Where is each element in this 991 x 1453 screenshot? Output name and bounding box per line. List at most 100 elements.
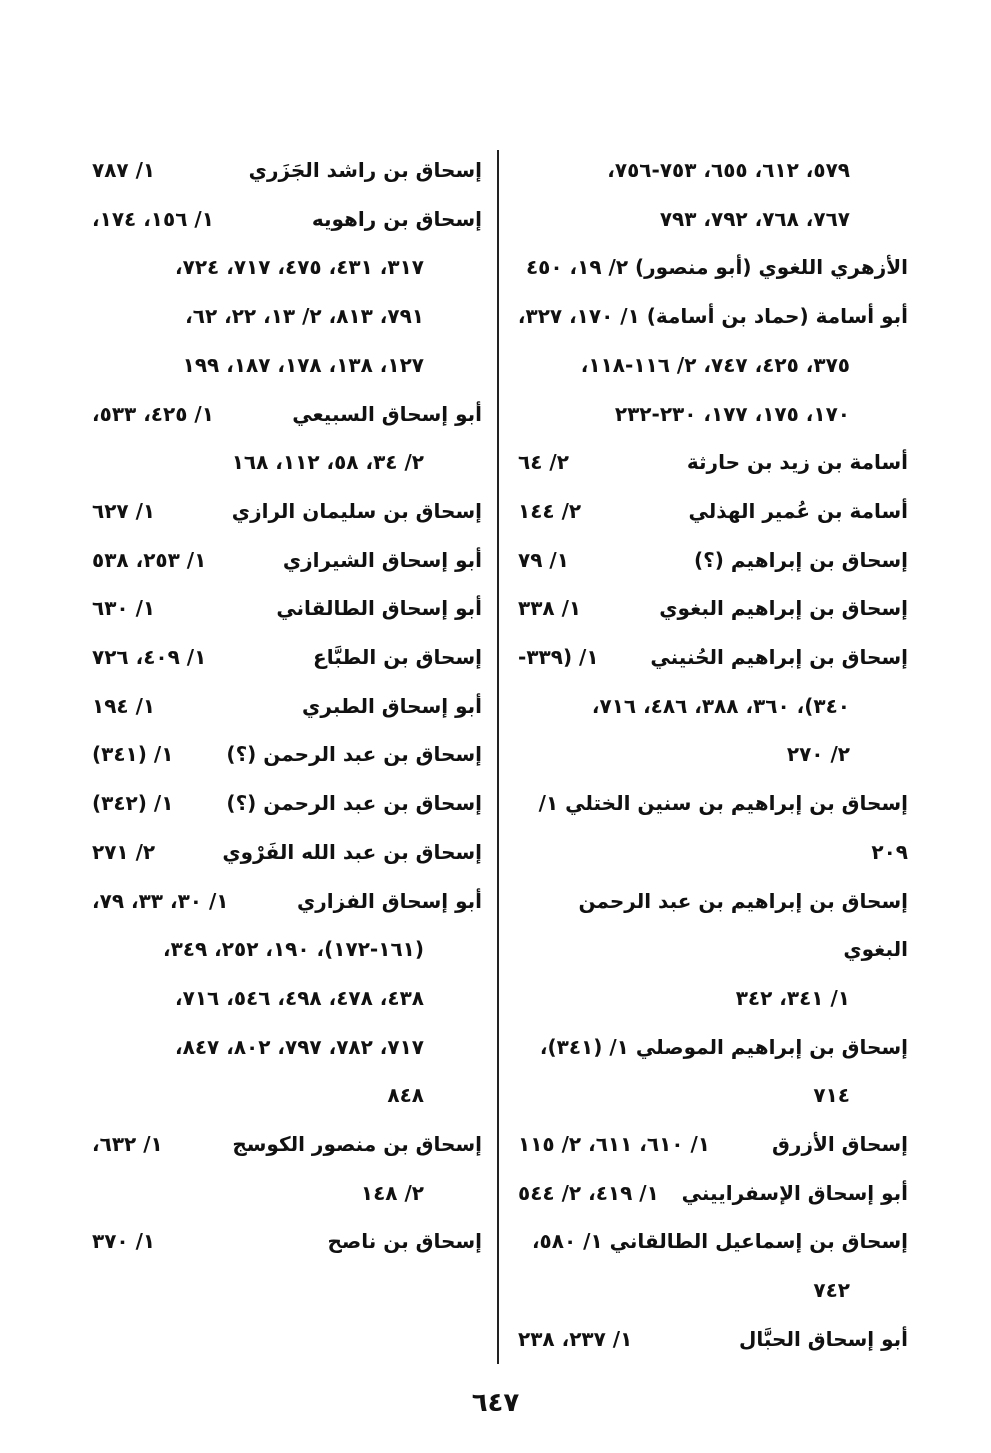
continuation-page-refs: ٣١٧، ٤٣١، ٤٧٥، ٧١٧، ٧٢٤،	[175, 255, 424, 280]
entry-name: إسحاق بن عبد الله الفَرْوي	[222, 839, 482, 864]
index-entry: إسحاق بن منصور الكوسج ١/ ٦٣٢،	[88, 1120, 482, 1169]
entry-continuation: ٧١٧، ٧٨٢، ٧٩٧، ٨٠٢، ٨٤٧،	[88, 1023, 482, 1072]
entry-name: إسحاق بن ناصح	[327, 1229, 482, 1254]
index-column-right: ٥٧٩، ٦١٢، ٦٥٥، ٧٥٣-٧٥٦، ٧٦٧، ٧٦٨، ٧٩٢، ٧٩…	[504, 146, 908, 1364]
entry-text: الأزهري اللغوي (أبو منصور) ٢/ ١٩، ٤٥٠	[525, 255, 908, 280]
continuation-page-refs: ١٧٠، ١٧٥، ١٧٧، ٢٣٠-٢٣٢	[614, 401, 850, 426]
entry-name: إسحاق بن راشد الجَزَري	[248, 158, 482, 182]
entry-page-refs: ٢/ ١٤٤	[518, 498, 582, 523]
index-entry: إسحاق بن إبراهيم الحُنيني ١/ (٣٣٩-	[514, 633, 908, 682]
page-footer: ٦٤٧	[0, 1388, 991, 1418]
continuation-page-refs: ٢/ ٢٧٠	[786, 742, 850, 767]
index-entry: إسحاق بن راهويه ١/ ١٥٦، ١٧٤،	[88, 195, 482, 244]
index-entry: إسحاق بن إبراهيم الموصلي ١/ (٣٤١)،	[514, 1023, 908, 1072]
index-entry: أبو إسحاق السبيعي ١/ ٤٢٥، ٥٣٣،	[88, 390, 482, 439]
index-entry: إسحاق بن إبراهيم بن عبد الرحمن البغوي	[514, 877, 908, 974]
continuation-page-refs: ٧١٧، ٧٨٢، ٧٩٧، ٨٠٢، ٨٤٧،	[175, 1034, 424, 1059]
continuation-page-refs: ٢/ ٣٤، ٥٨، ١١٢، ١٦٨	[231, 450, 424, 475]
continuation-page-refs: ٧٦٧، ٧٦٨، ٧٩٢، ٧٩٣	[659, 206, 850, 231]
entry-continuation: ٥٧٩، ٦١٢، ٦٥٥، ٧٥٣-٧٥٦،	[514, 146, 908, 195]
entry-text: إسحاق بن إبراهيم الموصلي ١/ (٣٤١)،	[539, 1034, 908, 1059]
index-entry: أبو إسحاق الإسفراييني ١/ ٤١٩، ٢/ ٥٤٤	[514, 1169, 908, 1218]
entry-name: أسامة بن عُمير الهذلي	[688, 498, 908, 523]
entry-page-refs: ١/ ٣٣٨	[518, 596, 582, 621]
index-entry: أبو إسحاق الفزاري ١/ ٣٠، ٣٣، ٧٩،	[88, 877, 482, 926]
continuation-page-refs: ٧٩١، ٨١٣، ٢/ ١٣، ٢٢، ٦٢،	[185, 304, 424, 329]
entry-page-refs: ١/ ٦٣٢،	[92, 1132, 163, 1157]
continuation-page-refs: ٤٣٨، ٤٧٨، ٤٩٨، ٥٤٦، ٧١٦،	[175, 985, 424, 1010]
entry-name: أبو إسحاق الحبَّال	[739, 1326, 908, 1351]
entry-name: إسحاق بن إبراهيم (؟)	[694, 547, 908, 572]
entry-text: إسحاق بن إبراهيم بن عبد الرحمن البغوي	[578, 888, 908, 962]
entry-page-refs: ١/ ٤٠٩، ٧٢٦	[92, 645, 207, 670]
entry-continuation: ٣٧٥، ٤٢٥، ٧٤٧، ٢/ ١١٦-١١٨،	[514, 341, 908, 390]
index-entry: أبو إسحاق الطبري ١/ ١٩٤	[88, 682, 482, 731]
continuation-page-refs: ٧٤٢	[813, 1278, 850, 1303]
continuation-page-refs: ٧١٤	[813, 1083, 850, 1108]
index-entry: إسحاق بن ناصح ١/ ٣٧٠	[88, 1217, 482, 1266]
entry-page-refs: ٢/ ٢٧١	[92, 839, 156, 864]
entry-text: إسحاق بن إسماعيل الطالقاني ١/ ٥٨٠،	[531, 1229, 908, 1254]
index-entry: أبو إسحاق الشيرازي ١/ ٢٥٣، ٥٣٨	[88, 536, 482, 585]
entry-name: إسحاق بن الطبَّاع	[313, 645, 482, 670]
entry-name: إسحاق بن عبد الرحمن (؟)	[226, 742, 482, 767]
index-entry: إسحاق بن سليمان الرازي ١/ ٦٢٧	[88, 487, 482, 536]
entry-text: إسحاق بن إبراهيم بن سنين الختلي ١/ ٢٠٩	[538, 791, 908, 864]
continuation-page-refs: (١٦١-١٧٢)، ١٩٠، ٢٥٢، ٣٤٩،	[162, 937, 424, 962]
index-entry: إسحاق بن راشد الجَزَري ١/ ٧٨٧	[88, 146, 482, 195]
entry-name: أبو إسحاق الإسفراييني	[681, 1180, 908, 1205]
index-entry: أسامة بن عُمير الهذلي ٢/ ١٤٤	[514, 487, 908, 536]
entry-text: أبو أسامة (حماد بن أسامة) ١/ ١٧٠، ٣٢٧،	[517, 304, 908, 329]
entry-name: أبو إسحاق الفزاري	[296, 888, 482, 913]
index-entry: إسحاق بن إبراهيم البغوي ١/ ٣٣٨	[514, 584, 908, 633]
entry-name: أسامة بن زيد بن حارثة	[686, 450, 908, 475]
entry-continuation: ٨٤٨	[88, 1071, 482, 1120]
index-entry: أسامة بن زيد بن حارثة ٢/ ٦٤	[514, 438, 908, 487]
entry-page-refs: ١/ ٦٣٠	[92, 596, 156, 621]
entry-page-refs: ١/ ٧٨٧	[92, 158, 156, 182]
entry-continuation: ٣٤٠)، ٣٦٠، ٣٨٨، ٤٨٦، ٧١٦،	[514, 682, 908, 731]
index-entry: إسحاق بن إبراهيم (؟) ١/ ٧٩	[514, 536, 908, 585]
entry-page-refs: ١/ ٦٢٧	[92, 498, 156, 523]
entry-continuation: ٣١٧، ٤٣١، ٤٧٥، ٧١٧، ٧٢٤،	[88, 243, 482, 292]
entry-name: إسحاق بن إبراهيم الحُنيني	[650, 645, 908, 670]
continuation-page-refs: ١/ ٣٤١، ٣٤٢	[735, 985, 850, 1010]
entry-continuation: ٧٩١، ٨١٣، ٢/ ١٣، ٢٢، ٦٢،	[88, 292, 482, 341]
entry-continuation: ٧٦٧، ٧٦٨، ٧٩٢، ٧٩٣	[514, 195, 908, 244]
entry-continuation: (١٦١-١٧٢)، ١٩٠، ٢٥٢، ٣٤٩،	[88, 925, 482, 974]
entry-continuation: ٧٤٢	[514, 1266, 908, 1315]
entry-page-refs: ١/ ٣٠، ٣٣، ٧٩،	[92, 888, 229, 913]
entry-name: إسحاق بن منصور الكوسج	[232, 1132, 482, 1157]
entry-page-refs: ٢/ ٦٤	[518, 450, 569, 475]
entry-page-refs: ١/ ١٥٦، ١٧٤،	[92, 206, 214, 231]
entry-page-refs: ١/ ٣٧٠	[92, 1229, 156, 1254]
entry-continuation: ٤٣٨، ٤٧٨، ٤٩٨، ٥٤٦، ٧١٦،	[88, 974, 482, 1023]
entry-name: أبو إسحاق الطالقاني	[276, 596, 482, 621]
index-entry: أبو أسامة (حماد بن أسامة) ١/ ١٧٠، ٣٢٧،	[514, 292, 908, 341]
entry-page-refs: ١/ ٢٥٣، ٥٣٨	[92, 547, 207, 572]
index-columns: ٥٧٩، ٦١٢، ٦٥٥، ٧٥٣-٧٥٦، ٧٦٧، ٧٦٨، ٧٩٢، ٧٩…	[78, 146, 908, 1364]
entry-continuation: ٧١٤	[514, 1071, 908, 1120]
entry-name: إسحاق بن سليمان الرازي	[231, 498, 482, 523]
entry-name: إسحاق بن إبراهيم البغوي	[659, 596, 908, 621]
entry-name: أبو إسحاق الشيرازي	[282, 547, 482, 572]
entry-page-refs: ١/ (٣٤٢)	[92, 791, 174, 816]
index-column-left: إسحاق بن راشد الجَزَري ١/ ٧٨٧ إسحاق بن راه…	[88, 146, 492, 1364]
index-entry: إسحاق بن إبراهيم بن سنين الختلي ١/ ٢٠٩	[514, 779, 908, 876]
entry-page-refs: ١/ ٤١٩، ٢/ ٥٤٤	[518, 1180, 659, 1205]
index-entry: أبو إسحاق الطالقاني ١/ ٦٣٠	[88, 584, 482, 633]
index-entry: أبو إسحاق الحبَّال ١/ ٢٣٧، ٢٣٨	[514, 1315, 908, 1364]
entry-name: إسحاق بن راهويه	[311, 206, 482, 231]
continuation-page-refs: ٨٤٨	[387, 1083, 424, 1108]
entry-page-refs: ١/ (٣٤١)	[92, 742, 174, 767]
entry-continuation: ٢/ ٢٧٠	[514, 730, 908, 779]
entry-name: أبو إسحاق السبيعي	[292, 401, 482, 426]
entry-continuation: ٢/ ١٤٨	[88, 1169, 482, 1218]
entry-continuation: ٢/ ٣٤، ٥٨، ١١٢، ١٦٨	[88, 438, 482, 487]
entry-page-refs: ١/ ٤٢٥، ٥٣٣،	[92, 401, 214, 426]
entry-continuation: ١/ ٣٤١، ٣٤٢	[514, 974, 908, 1023]
continuation-page-refs: ٢/ ١٤٨	[360, 1180, 424, 1205]
index-entry: إسحاق بن عبد الرحمن (؟) ١/ (٣٤١)	[88, 730, 482, 779]
continuation-page-refs: ١٢٧، ١٣٨، ١٧٨، ١٨٧، ١٩٩	[182, 352, 424, 377]
entry-page-refs: ١/ ٧٩	[518, 547, 569, 572]
